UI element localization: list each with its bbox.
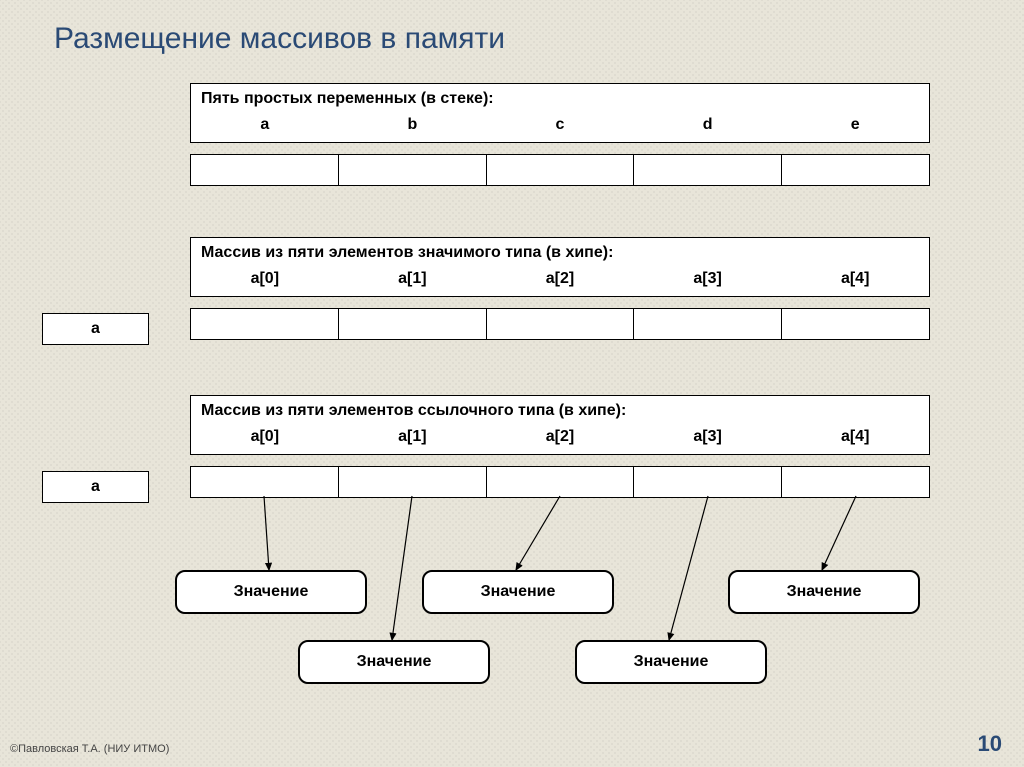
section1-label: a	[191, 112, 339, 142]
memory-cell	[339, 308, 487, 340]
section3-label: a[1]	[339, 424, 487, 454]
section2-label: a[1]	[339, 266, 487, 296]
section3-ref-label: a	[91, 478, 100, 496]
memory-cell	[634, 308, 782, 340]
section3-label: a[3]	[634, 424, 782, 454]
value-box: Значение	[728, 570, 920, 614]
section2-label: a[0]	[191, 266, 339, 296]
memory-cell	[634, 154, 782, 186]
memory-cell	[190, 308, 339, 340]
footer-copyright: ©Павловская Т.А. (НИУ ИТМО)	[10, 743, 169, 755]
section3-strip	[190, 466, 930, 496]
section3-title: Массив из пяти элементов ссылочного типа…	[191, 396, 929, 424]
section3-ref-box: a	[42, 471, 149, 503]
section3-label: a[4]	[781, 424, 929, 454]
value-box: Значение	[298, 640, 490, 684]
section1-label: d	[634, 112, 782, 142]
memory-cell	[190, 466, 339, 498]
memory-cell	[339, 466, 487, 498]
slide-title: Размещение массивов в памяти	[54, 22, 505, 56]
section1-label: e	[781, 112, 929, 142]
page-number: 10	[978, 731, 1002, 757]
memory-cell	[487, 308, 635, 340]
section2-label: a[4]	[781, 266, 929, 296]
section1-labels: abcde	[191, 112, 929, 142]
section2-box: Массив из пяти элементов значимого типа …	[190, 237, 930, 297]
memory-cell	[339, 154, 487, 186]
section3-box: Массив из пяти элементов ссылочного типа…	[190, 395, 930, 455]
value-box: Значение	[422, 570, 614, 614]
section2-ref-label: a	[91, 320, 100, 338]
section3-labels: a[0]a[1]a[2]a[3]a[4]	[191, 424, 929, 454]
memory-cell	[487, 466, 635, 498]
memory-cell	[487, 154, 635, 186]
section2-strip	[190, 308, 930, 338]
section2-labels: a[0]a[1]a[2]a[3]a[4]	[191, 266, 929, 296]
section1-title: Пять простых переменных (в стеке):	[191, 84, 929, 112]
memory-cell	[190, 154, 339, 186]
section1-strip	[190, 154, 930, 184]
memory-cell	[782, 154, 930, 186]
section2-title: Массив из пяти элементов значимого типа …	[191, 238, 929, 266]
section3-label: a[0]	[191, 424, 339, 454]
value-box: Значение	[575, 640, 767, 684]
section2-label: a[3]	[634, 266, 782, 296]
section2-label: a[2]	[486, 266, 634, 296]
section1-label: b	[339, 112, 487, 142]
section1-box: Пять простых переменных (в стеке): abcde	[190, 83, 930, 143]
section1-label: c	[486, 112, 634, 142]
memory-cell	[782, 466, 930, 498]
memory-cell	[782, 308, 930, 340]
section2-ref-box: a	[42, 313, 149, 345]
memory-cell	[634, 466, 782, 498]
value-box: Значение	[175, 570, 367, 614]
section3-label: a[2]	[486, 424, 634, 454]
